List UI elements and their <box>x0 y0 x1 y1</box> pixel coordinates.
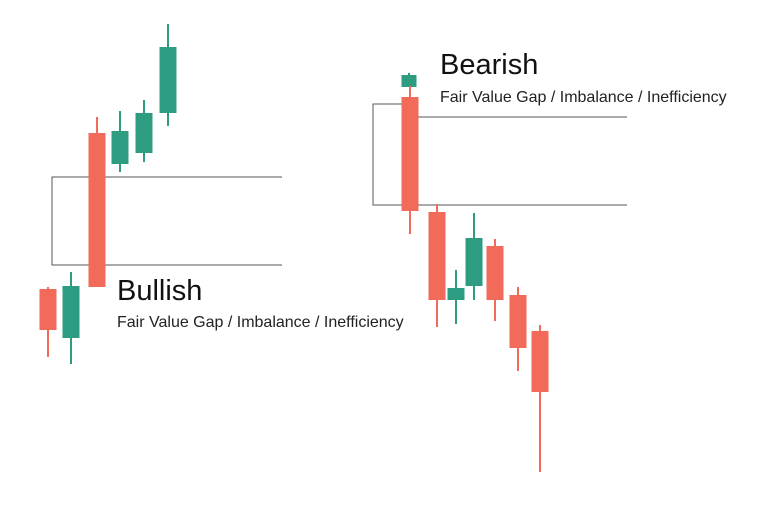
bearish-candle-7 <box>509 287 527 371</box>
candle-body-bull <box>62 286 80 338</box>
candle-body-bear <box>39 289 57 330</box>
bearish-candle-2 <box>401 86 419 234</box>
candle-body-bull <box>159 47 177 113</box>
bullish-candles <box>39 24 177 364</box>
candle-body-bear <box>531 331 549 392</box>
bullish-candle-3 <box>88 117 106 287</box>
bullish-candle-5 <box>135 100 153 162</box>
candle-body-bull <box>447 288 465 300</box>
bullish-candle-4 <box>111 111 129 172</box>
bearish-title: Bearish <box>440 49 539 81</box>
candle-body-bear <box>88 133 106 287</box>
bearish-gap-box <box>372 103 627 206</box>
candle-body-bull <box>111 131 129 164</box>
bullish-title: Bullish <box>117 275 203 307</box>
bearish-candle-3 <box>428 204 446 327</box>
candle-body-bear <box>486 246 504 300</box>
candle-body-bear <box>509 295 527 348</box>
bearish-gap-zone <box>372 103 627 206</box>
candle-body-bear <box>401 97 419 211</box>
bearish-subtitle: Fair Value Gap / Imbalance / Inefficienc… <box>440 89 727 106</box>
bullish-candle-6 <box>159 24 177 126</box>
bullish-gap-box <box>51 176 282 266</box>
candle-body-bear <box>428 212 446 300</box>
bullish-candle-1 <box>39 287 57 357</box>
bullish-subtitle: Fair Value Gap / Imbalance / Inefficienc… <box>117 314 404 331</box>
bearish-candle-8 <box>531 325 549 472</box>
bullish-candle-2 <box>62 272 80 364</box>
candle-body-bull <box>401 75 417 87</box>
candle-body-bull <box>135 113 153 153</box>
bearish-candle-5 <box>465 213 483 300</box>
bearish-candle-4 <box>447 270 465 324</box>
candle-body-bull <box>465 238 483 286</box>
bearish-candles <box>401 73 549 472</box>
bearish-candle-6 <box>486 239 504 321</box>
bullish-gap-zone <box>51 176 282 266</box>
bearish-candle-1 <box>401 73 417 87</box>
